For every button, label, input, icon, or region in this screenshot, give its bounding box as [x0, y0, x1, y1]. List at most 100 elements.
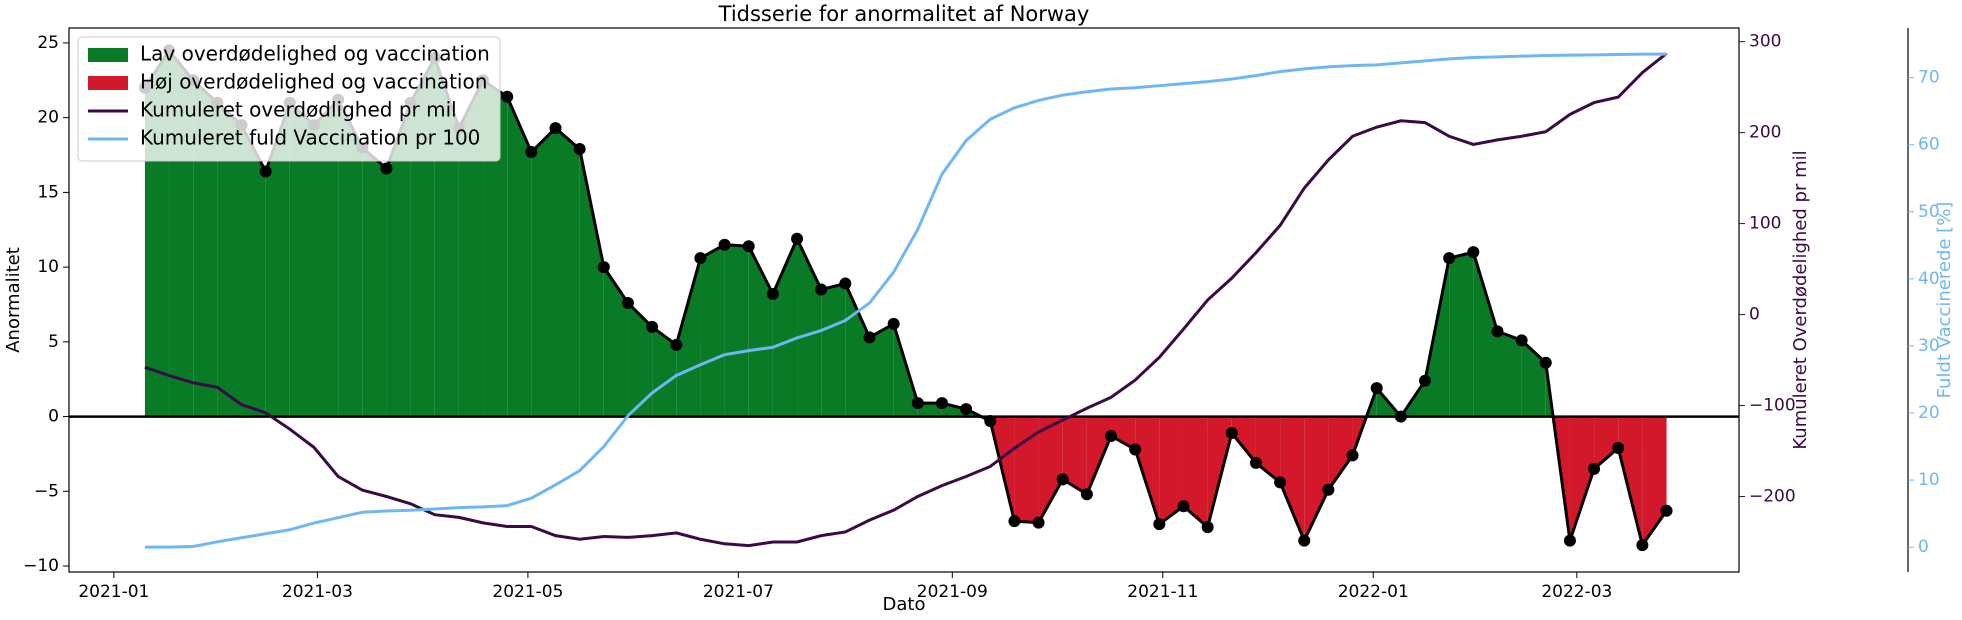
data-point: [694, 252, 707, 265]
fill-above: [313, 99, 339, 417]
y3-tick-label: 40: [1918, 269, 1940, 289]
y2-axis-label: Kumuleret Overdødelighed pr mil: [1790, 150, 1811, 449]
fill-above: [1425, 258, 1450, 417]
data-point: [1298, 534, 1311, 547]
data-point: [1612, 441, 1625, 454]
y3-tick-label: 70: [1918, 68, 1940, 88]
legend-label: Kumuleret overdødlighed pr mil: [140, 98, 457, 122]
data-point: [501, 90, 514, 103]
data-point: [911, 397, 924, 410]
data-point: [573, 143, 586, 156]
fill-above: [579, 149, 604, 417]
plot-frame: [68, 27, 1740, 573]
x-tick-label: 2021-11: [1127, 582, 1198, 602]
data-point: [1032, 516, 1045, 529]
data-point: [549, 122, 562, 135]
x-tick-label: 2022-01: [1338, 582, 1409, 602]
data-point: [259, 165, 272, 178]
data-point: [1346, 449, 1359, 462]
fill-below: [1062, 416, 1087, 495]
series-line: [144, 52, 1667, 549]
y2-tick-label: 300: [1749, 32, 1781, 52]
data-point: [597, 261, 610, 274]
data-point: [1322, 483, 1335, 496]
data-point: [380, 162, 393, 175]
y2-tick-label: 200: [1749, 123, 1781, 143]
fill-above: [289, 102, 314, 417]
fill-below: [1618, 416, 1643, 546]
fill-above: [603, 267, 628, 417]
y-tick-label: −10: [23, 556, 59, 576]
data-point: [742, 240, 755, 253]
data-point: [621, 296, 634, 309]
fill-below: [1280, 416, 1305, 541]
fill-above: [362, 147, 387, 417]
y-tick-label: 20: [37, 108, 59, 128]
fill-above: [724, 244, 749, 417]
y-tick-label: −5: [34, 481, 59, 501]
fill-below: [1135, 416, 1160, 525]
data-point: [1588, 462, 1601, 475]
data-point: [1056, 473, 1069, 486]
x-axis-label: Dato: [883, 594, 926, 615]
fill-above: [845, 283, 870, 417]
legend: Lav overdødelighed og vaccination Høj ove…: [77, 36, 501, 162]
data-point: [791, 232, 804, 245]
legend-label: Lav overdødelighed og vaccination: [140, 42, 490, 66]
data-point: [1153, 518, 1166, 531]
fill-above: [483, 80, 508, 417]
data-point: [1105, 430, 1118, 442]
fill-above: [652, 326, 677, 417]
fill-below: [1183, 416, 1208, 528]
y-axis-label: Anormalitet: [3, 247, 24, 353]
fill-above: [193, 80, 218, 417]
fill-below: [1328, 416, 1353, 490]
data-point: [1008, 515, 1021, 528]
data-point: [1225, 427, 1238, 440]
data-point: [1201, 521, 1214, 534]
fill-above: [265, 102, 290, 417]
fill-above: [1497, 331, 1522, 417]
data-point: [1080, 488, 1093, 501]
data-point: [1515, 334, 1528, 347]
y-tick-label: 25: [37, 33, 59, 53]
data-point: [670, 338, 683, 351]
fill-above: [458, 80, 484, 417]
y2-tick-label: 0: [1749, 305, 1760, 325]
y-tick-label: 5: [48, 332, 59, 352]
data-point: [1491, 325, 1504, 338]
x-tick-label: 2021-01: [78, 582, 149, 602]
fill-below: [1594, 416, 1619, 469]
x-tick-label: 2021-07: [703, 582, 774, 602]
data-point: [815, 283, 828, 296]
fill-above: [241, 125, 266, 417]
data-point: [718, 238, 731, 251]
fill-above: [821, 283, 846, 417]
data-point: [1419, 374, 1432, 387]
fill-above: [555, 128, 580, 417]
fill-above: [507, 96, 532, 417]
y3-tick-label: 0: [1918, 537, 1929, 557]
data-point: [863, 331, 876, 344]
fill-below: [1038, 416, 1063, 523]
legend-box: [77, 36, 501, 162]
legend-label: Kumuleret fuld Vaccination pr 100: [140, 126, 480, 150]
fill-above: [917, 403, 942, 417]
data-point: [1467, 246, 1480, 259]
data-point: [1394, 410, 1407, 423]
data-point: [1539, 356, 1552, 369]
data-point: [1636, 539, 1649, 552]
series-line: [144, 52, 1668, 548]
data-point: [1660, 504, 1673, 517]
x-tick-label: 2022-03: [1541, 582, 1612, 602]
fill-below: [1111, 416, 1136, 450]
fill-above: [531, 128, 556, 417]
fill-above: [338, 99, 363, 417]
y-tick-label: 10: [37, 257, 59, 277]
fill-below: [1014, 416, 1039, 523]
fill-above: [748, 246, 773, 417]
data-point: [1370, 382, 1383, 395]
legend-swatch: [88, 48, 128, 62]
fill-above: [1449, 252, 1474, 417]
fill-above: [869, 323, 894, 417]
